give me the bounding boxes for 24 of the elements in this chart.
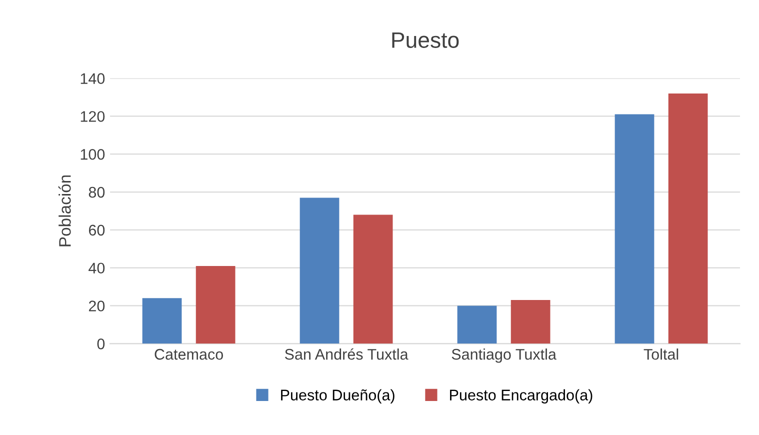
x-tick-label: San Andrés Tuxtla	[284, 348, 408, 360]
y-tick-label: 140	[80, 73, 105, 84]
bar	[457, 306, 497, 344]
x-tick-label: Catemaco	[154, 348, 223, 360]
y-tick-label: 60	[88, 224, 105, 236]
y-axis-title: Población	[58, 175, 71, 246]
bar	[196, 266, 236, 344]
y-tick-label: 120	[80, 111, 105, 122]
x-tick-label: Toltal	[644, 348, 678, 360]
bar	[510, 300, 550, 344]
x-tick-label: Santiago Tuxtla	[452, 348, 556, 363]
bar	[668, 93, 708, 344]
y-tick-label: 40	[88, 262, 105, 274]
bar	[142, 298, 182, 344]
bar	[300, 198, 340, 344]
y-tick-label: 20	[88, 300, 105, 312]
y-tick-label: 80	[88, 186, 105, 198]
bar	[353, 214, 393, 344]
chart-title: Puesto	[392, 32, 459, 48]
legend-label: Puesto Dueño(a)	[281, 389, 394, 404]
y-tick-label: 0	[97, 338, 105, 350]
y-tick-label: 100	[80, 148, 105, 160]
bar	[614, 114, 654, 344]
legend-label: Puesto Encargado(a)	[450, 389, 592, 404]
